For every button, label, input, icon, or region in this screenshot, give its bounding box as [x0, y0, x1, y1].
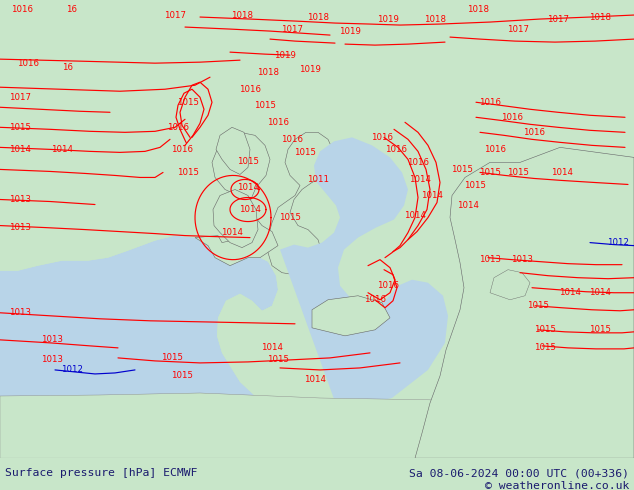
- Text: 1016: 1016: [171, 145, 193, 154]
- Text: 1016: 1016: [501, 113, 523, 122]
- Text: 1015: 1015: [177, 98, 199, 107]
- Polygon shape: [490, 270, 530, 300]
- Text: 1016: 1016: [281, 135, 303, 144]
- Text: 1018: 1018: [589, 13, 611, 22]
- Polygon shape: [0, 0, 634, 458]
- Text: 1016: 1016: [377, 281, 399, 290]
- Text: 1015: 1015: [589, 325, 611, 334]
- Text: 1013: 1013: [479, 255, 501, 264]
- Text: 1018: 1018: [424, 15, 446, 24]
- Polygon shape: [388, 179, 402, 196]
- Text: 1013: 1013: [511, 255, 533, 264]
- Text: 1015: 1015: [237, 157, 259, 166]
- Text: 1014: 1014: [239, 205, 261, 214]
- Text: 16: 16: [63, 63, 74, 72]
- Polygon shape: [0, 147, 634, 458]
- Text: 1016: 1016: [239, 85, 261, 94]
- Text: 1019: 1019: [299, 65, 321, 74]
- Polygon shape: [280, 137, 448, 410]
- Text: 1012: 1012: [607, 238, 629, 247]
- Text: 1016: 1016: [407, 158, 429, 167]
- Text: 1014: 1014: [421, 191, 443, 200]
- Text: 1014: 1014: [409, 175, 431, 184]
- Polygon shape: [0, 393, 634, 458]
- Text: 1014: 1014: [261, 343, 283, 352]
- Polygon shape: [216, 127, 250, 174]
- Text: 1015: 1015: [177, 168, 199, 177]
- Text: 1015: 1015: [464, 181, 486, 190]
- Polygon shape: [0, 236, 280, 458]
- Text: 1015: 1015: [507, 168, 529, 177]
- Text: 1014: 1014: [457, 201, 479, 210]
- Text: 1015: 1015: [451, 165, 473, 174]
- Text: 1015: 1015: [527, 301, 549, 310]
- Text: 1016: 1016: [479, 98, 501, 107]
- Polygon shape: [195, 132, 278, 266]
- Text: 1014: 1014: [551, 168, 573, 177]
- Text: 1015: 1015: [479, 168, 501, 177]
- Text: 1019: 1019: [339, 26, 361, 36]
- Text: 1016: 1016: [523, 128, 545, 137]
- Text: Sa 08-06-2024 00:00 UTC (00+336): Sa 08-06-2024 00:00 UTC (00+336): [409, 468, 629, 478]
- Text: 1018: 1018: [257, 68, 279, 76]
- Text: 1013: 1013: [9, 308, 31, 318]
- Text: 1017: 1017: [547, 15, 569, 24]
- Text: 1014: 1014: [404, 211, 426, 220]
- Text: 1018: 1018: [467, 4, 489, 14]
- Text: 1014: 1014: [237, 183, 259, 192]
- Text: 1016: 1016: [167, 123, 189, 132]
- Text: 1013: 1013: [41, 355, 63, 365]
- Text: Surface pressure [hPa] ECMWF: Surface pressure [hPa] ECMWF: [5, 468, 198, 478]
- Text: 1017: 1017: [281, 24, 303, 34]
- Text: 1014: 1014: [589, 288, 611, 297]
- Text: 1013: 1013: [41, 335, 63, 344]
- Text: 1014: 1014: [9, 145, 31, 154]
- Text: 16: 16: [67, 4, 77, 14]
- Text: 1014: 1014: [559, 288, 581, 297]
- Text: 1015: 1015: [294, 148, 316, 157]
- Text: 1016: 1016: [385, 145, 407, 154]
- Text: 1014: 1014: [221, 228, 243, 237]
- Text: 1015: 1015: [161, 353, 183, 363]
- Text: 1015: 1015: [534, 325, 556, 334]
- Text: 1015: 1015: [9, 123, 31, 132]
- Text: 1019: 1019: [377, 15, 399, 24]
- Text: 1018: 1018: [307, 13, 329, 22]
- Text: 1015: 1015: [171, 371, 193, 380]
- Text: 1018: 1018: [231, 11, 253, 20]
- Polygon shape: [268, 132, 334, 275]
- Text: 1016: 1016: [267, 118, 289, 127]
- Text: © weatheronline.co.uk: © weatheronline.co.uk: [484, 481, 629, 490]
- Text: 1016: 1016: [371, 133, 393, 142]
- Text: 1016: 1016: [364, 295, 386, 304]
- Text: 1015: 1015: [534, 343, 556, 352]
- Text: 1013: 1013: [9, 223, 31, 232]
- Text: 1014: 1014: [51, 145, 73, 154]
- Polygon shape: [312, 296, 390, 336]
- Text: 1011: 1011: [307, 175, 329, 184]
- Text: 1017: 1017: [507, 24, 529, 34]
- Text: 1019: 1019: [274, 50, 296, 60]
- Text: 1014: 1014: [304, 375, 326, 385]
- Polygon shape: [213, 190, 258, 247]
- Polygon shape: [415, 147, 634, 458]
- Text: 1012: 1012: [61, 366, 83, 374]
- Text: 1015: 1015: [279, 213, 301, 222]
- Text: 1016: 1016: [17, 59, 39, 68]
- Text: 1013: 1013: [9, 195, 31, 204]
- Text: 1017: 1017: [9, 93, 31, 102]
- Text: 1015: 1015: [267, 355, 289, 365]
- Text: 1016: 1016: [484, 145, 506, 154]
- Text: 1016: 1016: [11, 4, 33, 14]
- Text: 1017: 1017: [164, 11, 186, 20]
- Text: 1015: 1015: [254, 101, 276, 110]
